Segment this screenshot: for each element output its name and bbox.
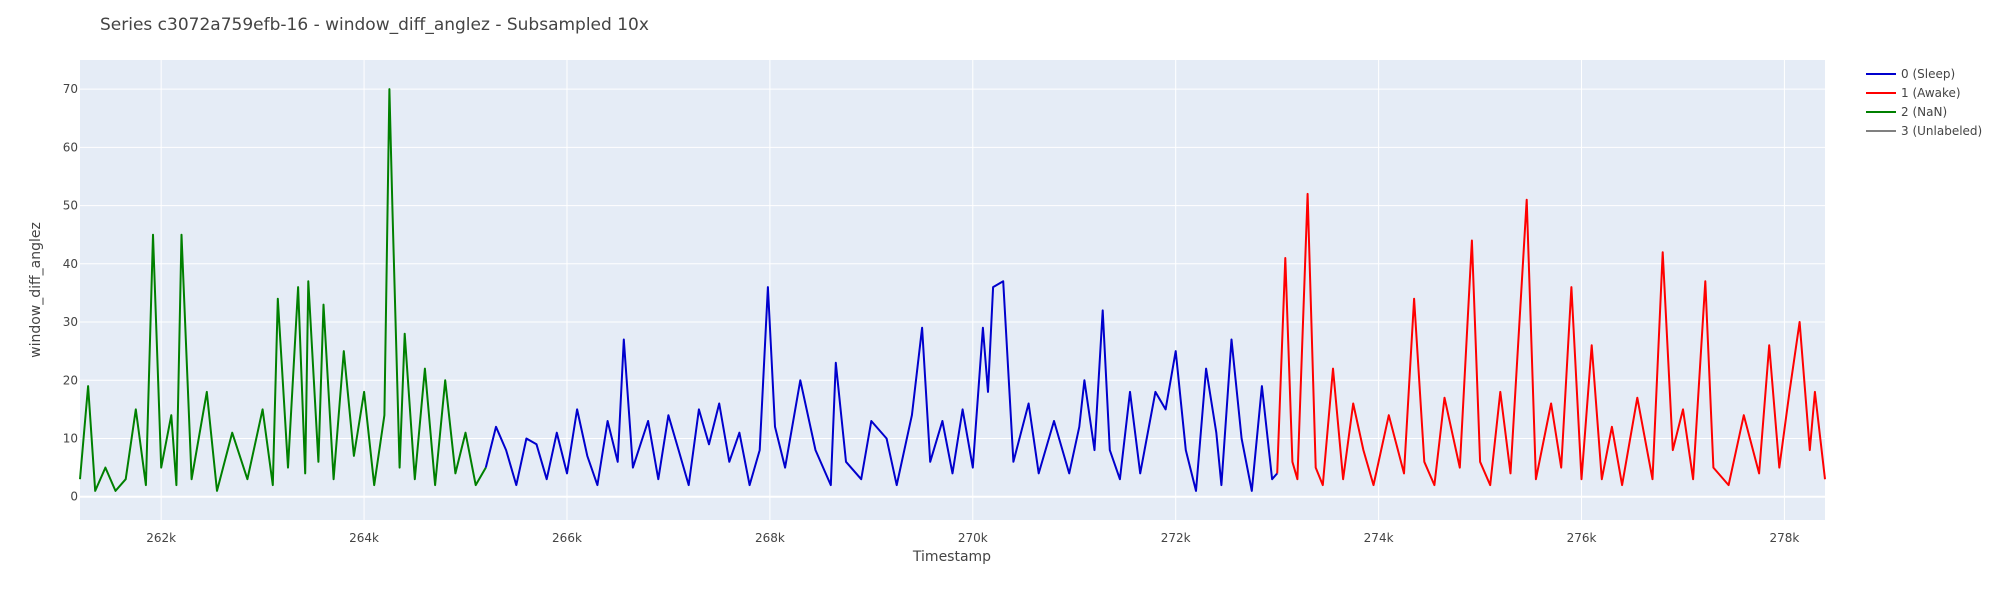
legend-label: 3 (Unlabeled): [1901, 124, 1982, 138]
x-tick-label: 262k: [146, 531, 176, 545]
y-tick-label: 50: [63, 199, 78, 213]
x-tick-label: 270k: [958, 531, 988, 545]
x-tick-label: 274k: [1364, 531, 1394, 545]
y-tick-label: 10: [63, 431, 78, 445]
series-lines: [79, 88, 1826, 492]
legend-label: 2 (NaN): [1901, 105, 1947, 119]
legend-item-0[interactable]: 0 (Sleep): [1866, 67, 1955, 81]
legend-item-2[interactable]: 2 (NaN): [1866, 105, 1947, 119]
legend-item-1[interactable]: 1 (Awake): [1866, 86, 1961, 100]
plot-area: [80, 60, 1825, 520]
y-tick-label: 40: [63, 257, 78, 271]
x-tick-label: 266k: [552, 531, 582, 545]
series-line-2: [79, 88, 487, 492]
x-tick-label: 272k: [1161, 531, 1191, 545]
x-tick-label: 268k: [755, 531, 785, 545]
legend-item-3[interactable]: 3 (Unlabeled): [1866, 124, 1982, 138]
grid: [80, 60, 1825, 520]
y-tick-label: 0: [70, 490, 78, 504]
y-tick-label: 60: [63, 140, 78, 154]
y-tick-label: 70: [63, 82, 78, 96]
x-tick-label: 276k: [1567, 531, 1597, 545]
series-line-1: [1276, 192, 1826, 487]
tick-labels: 262k 264k 266k 268k 270k 272k 274k 276k 278k 0 10 2…: [63, 82, 1800, 545]
series-line-0: [484, 280, 1278, 492]
legend[interactable]: 0 (Sleep) 1 (Awake) 2 (NaN) 3 (Unlabeled): [1866, 67, 1982, 138]
x-tick-label: 264k: [349, 531, 379, 545]
y-tick-label: 30: [63, 315, 78, 329]
y-tick-label: 20: [63, 373, 78, 387]
chart-title: Series c3072a759efb-16 - window_diff_ang…: [100, 15, 649, 35]
x-tick-label: 278k: [1769, 531, 1799, 545]
legend-label: 0 (Sleep): [1901, 67, 1955, 81]
x-axis-title: Timestamp: [912, 549, 991, 565]
y-axis-title: window_diff_anglez: [28, 222, 44, 358]
legend-label: 1 (Awake): [1901, 86, 1961, 100]
